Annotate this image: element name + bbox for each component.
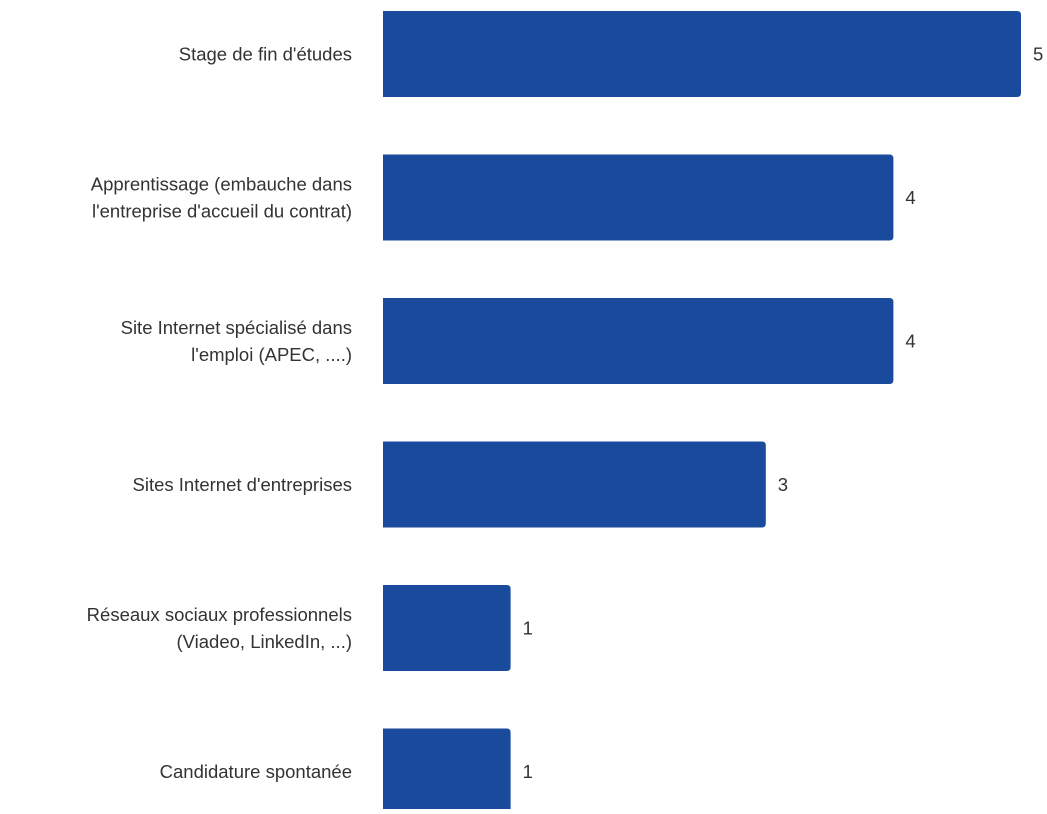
category-labels: Stage de fin d'études Apprentissage (emba… (87, 44, 352, 783)
value-label: 5 (1033, 44, 1043, 65)
category-label: Réseaux sociaux professionnels (87, 604, 352, 625)
bar (383, 441, 766, 528)
value-label: 3 (778, 474, 788, 495)
category-label: l'emploi (APEC, ....) (191, 344, 352, 365)
category-label: (Viadeo, LinkedIn, ...) (176, 631, 352, 652)
bar (383, 585, 511, 671)
bar (383, 154, 894, 241)
category-label: Site Internet spécialisé dans (121, 317, 352, 338)
bars-layer (383, 11, 1021, 814)
value-labels: 5 4 4 3 1 1 (523, 44, 1044, 783)
value-label: 4 (905, 187, 915, 208)
category-label: Stage de fin d'études (179, 44, 352, 65)
category-label: Apprentissage (embauche dans (91, 174, 352, 195)
bar (383, 728, 511, 814)
value-label: 4 (905, 331, 915, 352)
category-label: Candidature spontanée (160, 761, 352, 782)
bar (383, 298, 894, 384)
category-label: l'entreprise d'accueil du contrat) (92, 201, 352, 222)
value-label: 1 (523, 761, 533, 782)
value-label: 1 (523, 618, 533, 639)
category-label: Sites Internet d'entreprises (133, 474, 352, 495)
bar (383, 11, 1021, 97)
